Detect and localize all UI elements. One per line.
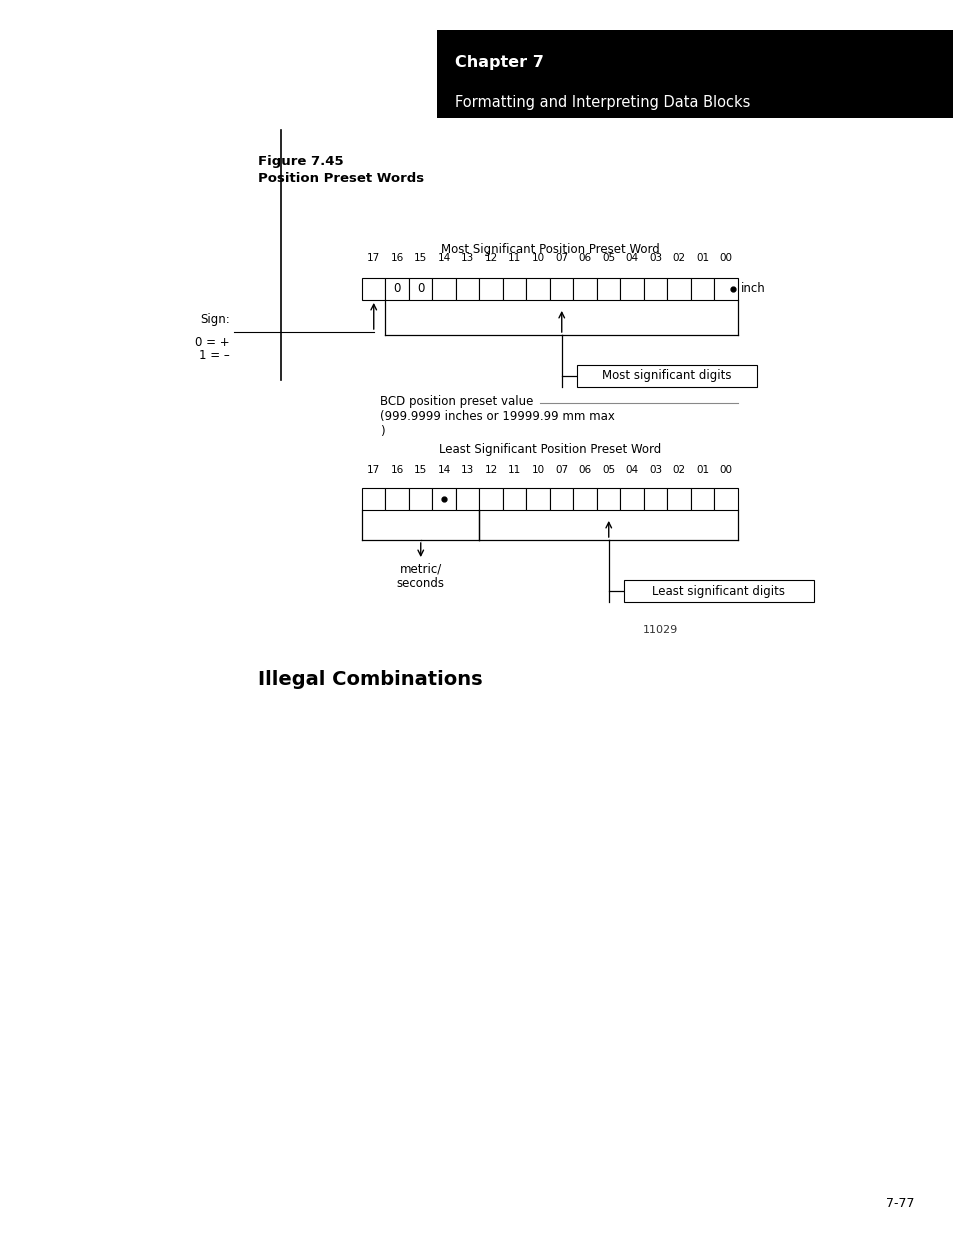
Text: Formatting and Interpreting Data Blocks: Formatting and Interpreting Data Blocks (455, 95, 750, 110)
Text: 04: 04 (625, 253, 639, 263)
Text: 11: 11 (508, 253, 521, 263)
Text: 15: 15 (414, 253, 427, 263)
Text: Sign:: Sign: (200, 312, 230, 326)
Text: 07: 07 (555, 253, 568, 263)
Text: 12: 12 (484, 253, 497, 263)
Bar (714, 488, 738, 510)
Text: 14: 14 (437, 253, 451, 263)
Text: 1 = –: 1 = – (199, 350, 230, 362)
Text: Position Preset Words: Position Preset Words (257, 172, 424, 185)
Text: 13: 13 (460, 253, 474, 263)
Bar (690, 278, 714, 300)
Bar (432, 488, 456, 510)
Text: 16: 16 (390, 253, 403, 263)
Bar (526, 278, 550, 300)
Bar (479, 278, 502, 300)
Text: 16: 16 (390, 466, 403, 475)
Text: 14: 14 (437, 466, 451, 475)
Text: 06: 06 (578, 466, 591, 475)
Bar (550, 488, 573, 510)
Bar (479, 488, 502, 510)
Text: 11029: 11029 (641, 625, 677, 635)
Bar (526, 488, 550, 510)
Bar (573, 488, 597, 510)
Bar (619, 488, 643, 510)
Bar (385, 488, 409, 510)
Text: 03: 03 (648, 466, 661, 475)
Text: 03: 03 (648, 253, 661, 263)
Text: 07: 07 (555, 466, 568, 475)
Text: 0 = +: 0 = + (195, 336, 230, 350)
Bar (502, 488, 526, 510)
Text: Illegal Combinations: Illegal Combinations (257, 671, 482, 689)
Text: 04: 04 (625, 466, 639, 475)
Bar (409, 488, 432, 510)
Bar (456, 488, 479, 510)
Text: 00: 00 (719, 466, 732, 475)
Text: 02: 02 (672, 466, 685, 475)
Text: 00: 00 (719, 253, 732, 263)
Bar (643, 488, 667, 510)
Text: Least significant digits: Least significant digits (652, 584, 784, 598)
Text: 17: 17 (367, 466, 380, 475)
Bar (550, 278, 573, 300)
Bar (623, 580, 813, 601)
Text: 0: 0 (394, 283, 400, 295)
Bar (432, 278, 456, 300)
Text: Chapter 7: Chapter 7 (455, 54, 543, 69)
Bar (690, 488, 714, 510)
Text: Figure 7.45: Figure 7.45 (257, 156, 343, 168)
Text: 7-77: 7-77 (885, 1197, 914, 1210)
Text: 0: 0 (416, 283, 424, 295)
Text: 12: 12 (484, 466, 497, 475)
Bar (597, 278, 619, 300)
Bar (502, 278, 526, 300)
Text: BCD position preset value
(999.9999 inches or 19999.99 mm max
): BCD position preset value (999.9999 inch… (379, 395, 615, 438)
Bar (714, 278, 738, 300)
Bar (597, 488, 619, 510)
Text: 06: 06 (578, 253, 591, 263)
Text: Most Significant Position Preset Word: Most Significant Position Preset Word (440, 243, 659, 256)
Text: inch: inch (740, 283, 764, 295)
Text: metric/
seconds: metric/ seconds (396, 562, 444, 590)
Bar (573, 278, 597, 300)
Text: 01: 01 (696, 253, 709, 263)
Text: 10: 10 (531, 253, 544, 263)
Bar (667, 278, 690, 300)
Text: Most significant digits: Most significant digits (601, 369, 731, 383)
Text: 02: 02 (672, 253, 685, 263)
Text: 01: 01 (696, 466, 709, 475)
Text: 10: 10 (531, 466, 544, 475)
Bar (577, 366, 756, 387)
Bar (643, 278, 667, 300)
Bar (361, 488, 385, 510)
Text: 15: 15 (414, 466, 427, 475)
Bar (361, 278, 385, 300)
Text: 05: 05 (601, 466, 615, 475)
Bar (619, 278, 643, 300)
Text: Least Significant Position Preset Word: Least Significant Position Preset Word (438, 443, 660, 456)
Text: 17: 17 (367, 253, 380, 263)
Bar (409, 278, 432, 300)
Bar (456, 278, 479, 300)
Bar (667, 488, 690, 510)
Bar (385, 278, 409, 300)
Text: 13: 13 (460, 466, 474, 475)
Text: 05: 05 (601, 253, 615, 263)
Text: 11: 11 (508, 466, 521, 475)
Bar (436, 30, 953, 119)
